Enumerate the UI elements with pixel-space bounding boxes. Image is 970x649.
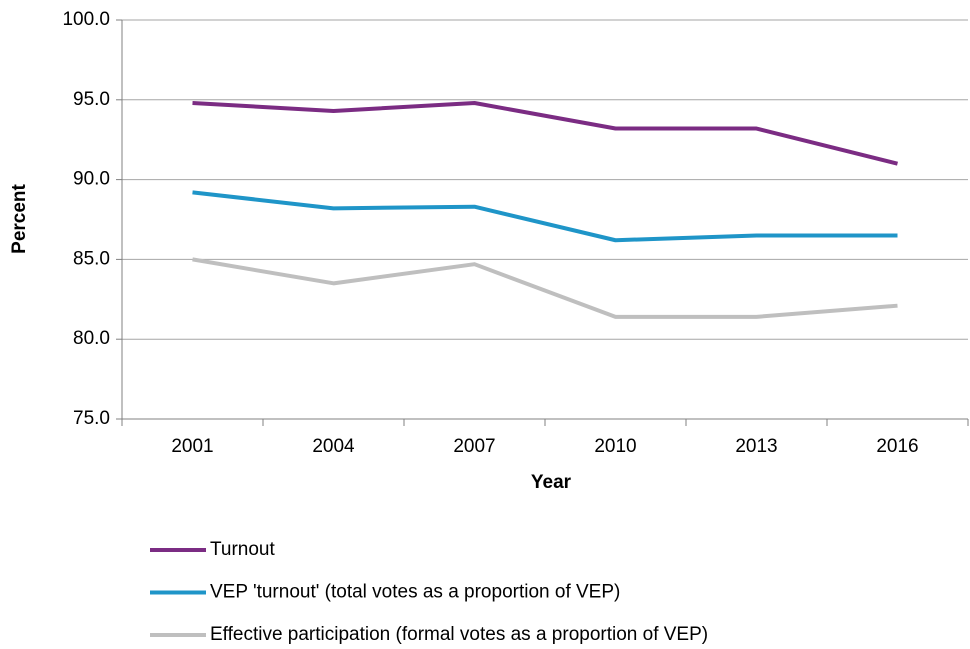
x-tick-label: 2013	[735, 436, 777, 457]
legend-label: VEP 'turnout' (total votes as a proporti…	[210, 582, 620, 603]
x-tick-label: 2004	[312, 436, 355, 457]
y-tick-label: 95.0	[73, 89, 110, 110]
y-tick-label: 100.0	[62, 9, 110, 30]
y-tick-label: 75.0	[73, 408, 110, 429]
series-line	[192, 257, 898, 319]
x-tick-label: 2010	[594, 436, 636, 457]
series-line	[192, 100, 898, 166]
x-tick-label: 2007	[453, 436, 495, 457]
y-tick-label: 90.0	[73, 169, 110, 190]
legend-label: Turnout	[210, 539, 275, 560]
y-axis-title: Percent	[9, 183, 30, 253]
series-line	[192, 190, 898, 243]
legend-label: Effective participation (formal votes as…	[210, 624, 708, 645]
x-tick-label: 2001	[171, 436, 213, 457]
y-tick-label: 80.0	[73, 328, 110, 349]
y-tick-label: 85.0	[73, 248, 110, 269]
x-tick-label: 2016	[876, 436, 918, 457]
x-axis-title: Year	[531, 472, 572, 493]
